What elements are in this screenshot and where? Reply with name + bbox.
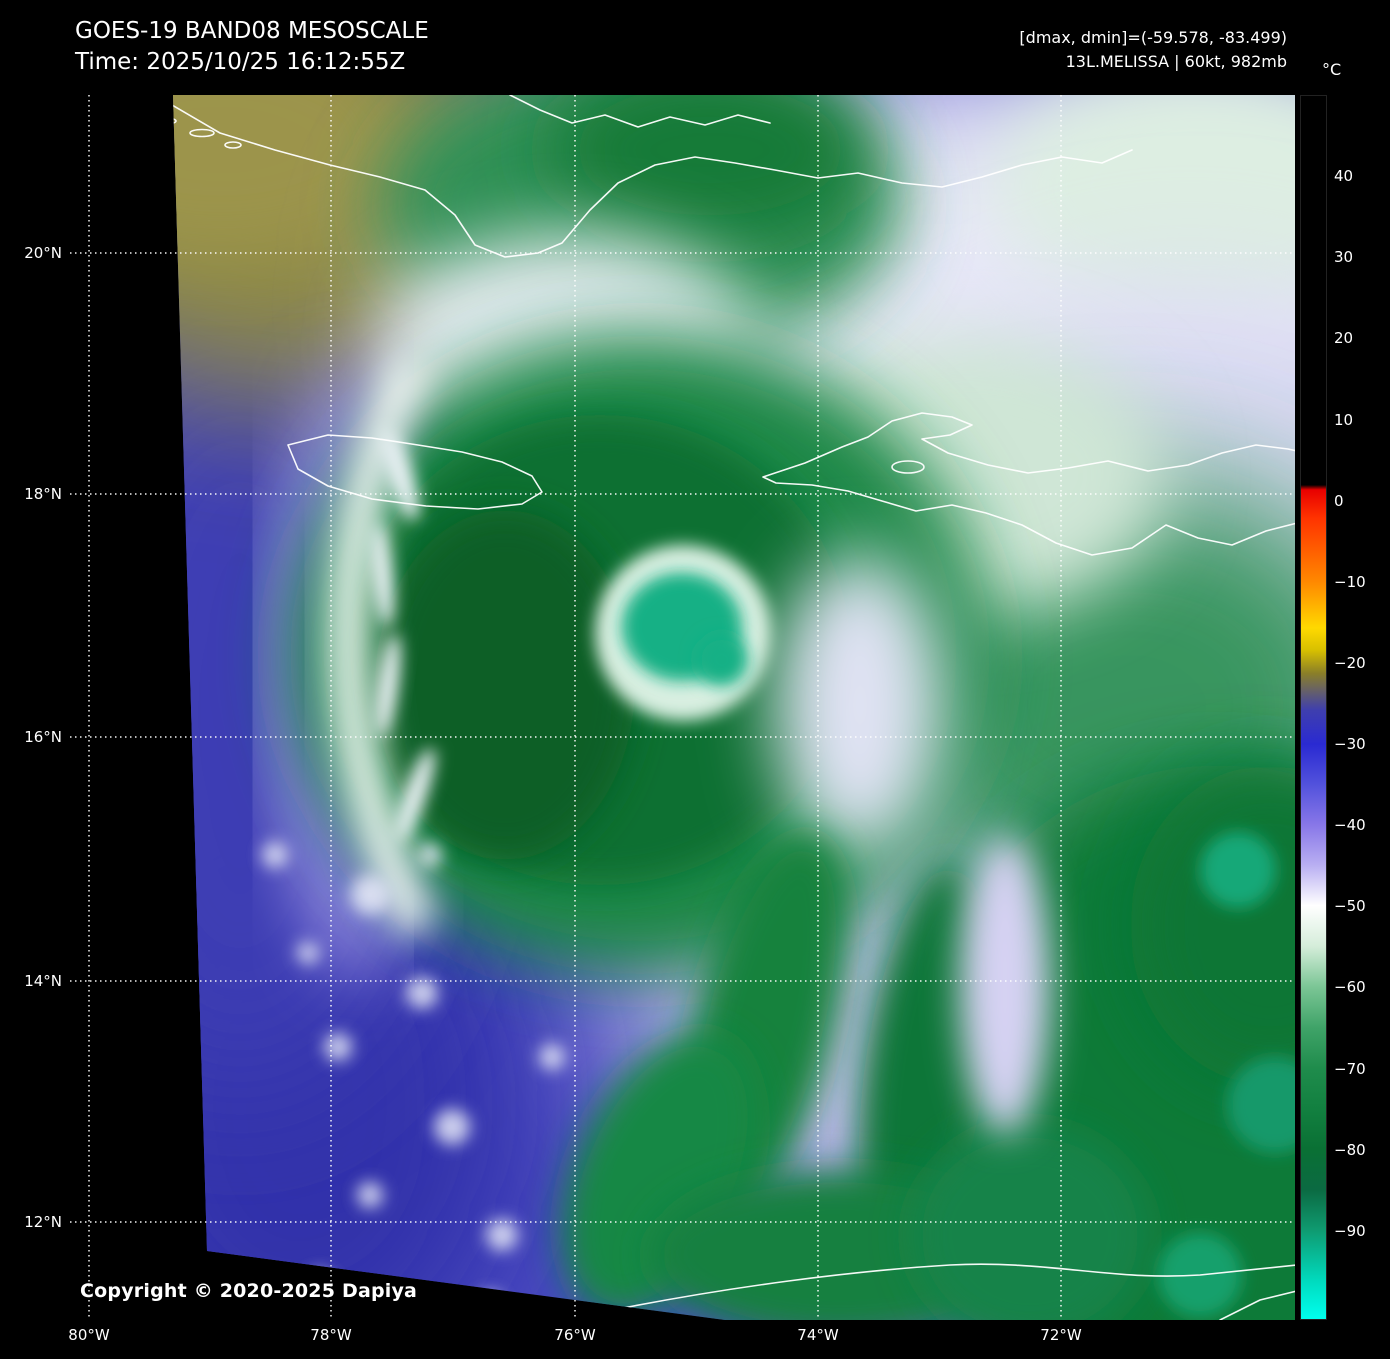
colorbar-tick: −70 [1334,1059,1366,1078]
lon-tick-label: 78°W [310,1326,352,1344]
range-info-label: [dmax, dmin]=(-59.578, -83.499) [1019,28,1287,47]
colorbar-tick: −90 [1334,1221,1366,1240]
time-label: Time: 2025/10/25 16:12:55Z [75,49,406,75]
colorbar-tick: −80 [1334,1140,1366,1159]
plot-area [70,95,1295,1320]
colorbar-tick: −40 [1334,816,1366,835]
colorbar-tick: 10 [1334,410,1354,429]
header-right: [dmax, dmin]=(-59.578, -83.499) 13L.MELI… [1019,26,1287,74]
storm-info-label: 13L.MELISSA | 60kt, 982mb [1065,52,1287,71]
colorbar-tick: −20 [1334,653,1366,672]
lon-tick-label: 72°W [1040,1326,1082,1344]
colorbar-tick: −60 [1334,978,1366,997]
colorbar-tick: −30 [1334,735,1366,753]
lat-axis: 20°N 18°N 16°N 14°N 12°N [0,95,62,1320]
lat-tick-label: 14°N [24,972,62,990]
colorbar-ticks: 40 30 20 10 0 −10 −20 −30 −40 −50 −60 −7… [1334,95,1388,1320]
lat-tick-label: 16°N [24,728,62,746]
lat-tick-label: 18°N [24,485,62,503]
header-left: GOES-19 BAND08 MESOSCALE Time: 2025/10/2… [75,16,429,78]
coastlines [173,95,1295,1320]
satellite-data [173,95,1295,1320]
hurricane-eye [595,545,771,721]
colorbar-tick: 40 [1334,167,1354,186]
lon-tick-label: 76°W [554,1326,596,1344]
satellite-image [70,95,1295,1320]
colorbar-tick: 30 [1334,248,1354,267]
colorbar-tick: −10 [1334,572,1366,591]
page-title: GOES-19 BAND08 MESOSCALE [75,18,429,44]
lat-tick-label: 20°N [24,244,62,262]
gridlines [70,95,1295,1320]
colorbar-unit-label: °C [1322,60,1342,79]
lon-tick-label: 80°W [68,1326,110,1344]
colorbar-tick: 20 [1334,329,1354,348]
copyright-label: Copyright © 2020-2025 Dapiya [80,1280,418,1302]
lat-tick-label: 12°N [24,1213,62,1231]
colorbar-tick: −50 [1334,897,1366,916]
colorbar-tick: 0 [1334,491,1344,510]
colorbar [1300,95,1327,1320]
lon-tick-label: 74°W [797,1326,839,1344]
lon-axis: 80°W 78°W 76°W 74°W 72°W [68,1326,1295,1348]
